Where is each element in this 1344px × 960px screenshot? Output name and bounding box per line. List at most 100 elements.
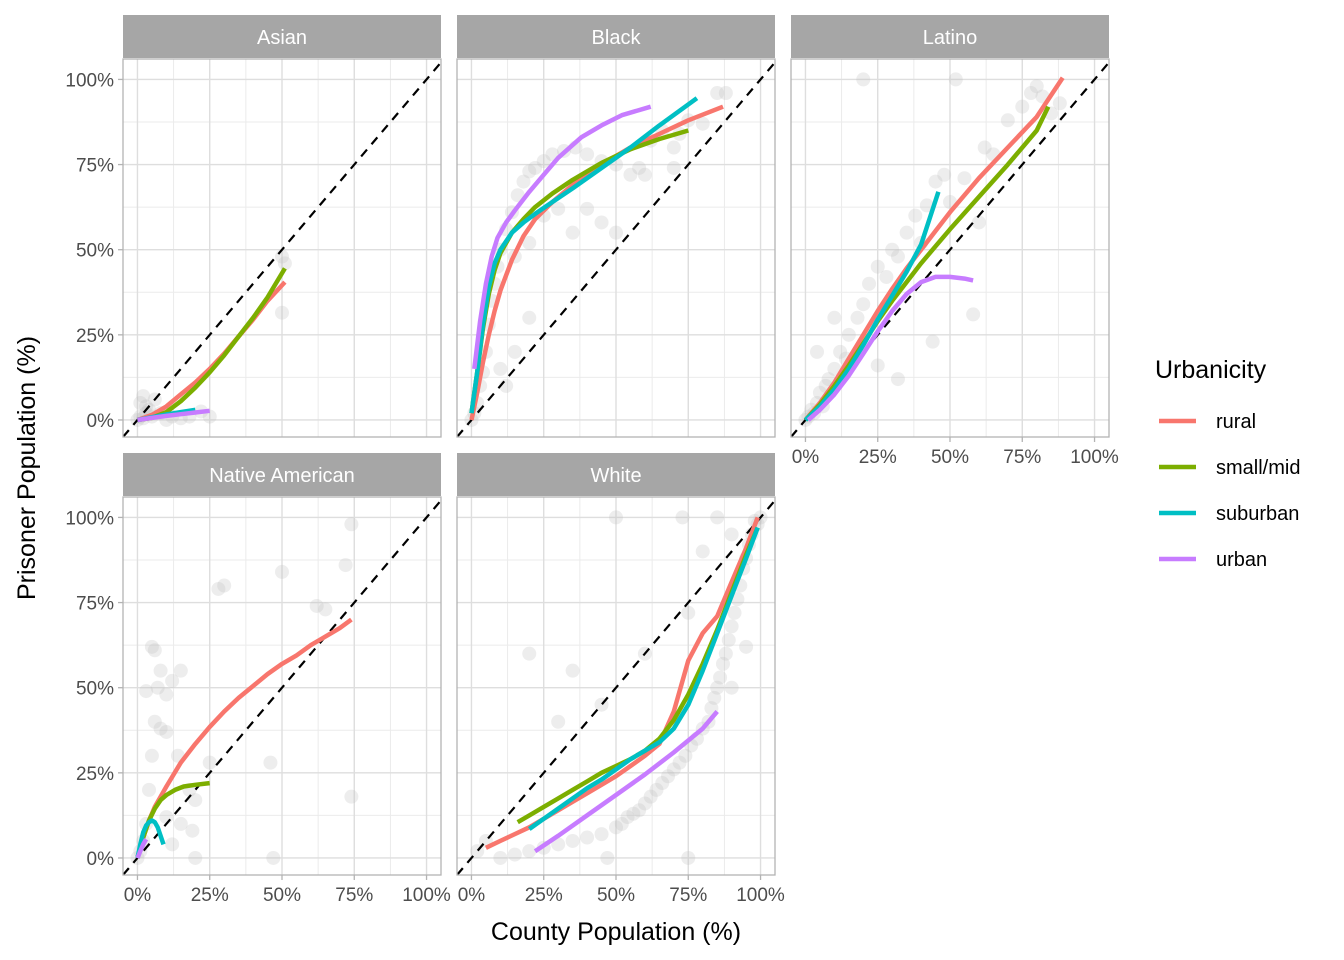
data-point <box>522 844 537 859</box>
data-point <box>150 680 165 695</box>
x-tick-label: 50% <box>263 885 301 906</box>
data-point <box>565 225 580 240</box>
data-point <box>675 510 690 525</box>
legend-label: small/mid <box>1216 457 1300 479</box>
y-tick-label: 75% <box>76 156 114 177</box>
x-tick-label: 100% <box>402 885 451 906</box>
smooth-line-suburban <box>135 818 166 859</box>
data-point <box>724 619 739 634</box>
data-point <box>1015 99 1030 114</box>
data-point <box>899 225 914 240</box>
data-point <box>681 850 696 865</box>
data-point <box>159 810 174 825</box>
x-tick-label: 25% <box>525 885 563 906</box>
x-tick-label: 0% <box>124 885 152 906</box>
x-tick-label: 50% <box>597 885 635 906</box>
y-tick-label: 50% <box>76 241 114 262</box>
data-point <box>188 850 203 865</box>
data-point <box>695 116 710 131</box>
data-point <box>666 160 681 175</box>
x-tick-label: 75% <box>669 885 707 906</box>
data-point <box>850 310 865 325</box>
data-point <box>614 816 629 831</box>
x-tick-label: 100% <box>1070 447 1119 468</box>
data-point <box>159 724 174 739</box>
data-point <box>139 399 154 414</box>
data-point <box>493 361 508 376</box>
panels-layer: Asian 0% 25% 50% 75% 100% Black Latino 0% 25% 50% 7… <box>65 15 1119 906</box>
data-point <box>493 850 508 865</box>
data-point <box>841 327 856 342</box>
data-point <box>870 259 885 274</box>
data-point <box>266 850 281 865</box>
data-point <box>507 847 522 862</box>
data-point <box>623 167 638 182</box>
data-point <box>277 256 292 271</box>
smooth-line-suburban <box>527 526 760 831</box>
data-point <box>580 830 595 845</box>
plot-area <box>123 59 441 437</box>
data-point <box>536 154 551 169</box>
data-point <box>718 86 733 101</box>
data-point <box>870 358 885 373</box>
y-tick-label: 0% <box>87 849 115 870</box>
data-point <box>715 656 730 671</box>
x-tick-label: 0% <box>458 885 486 906</box>
x-tick-label: 100% <box>736 885 785 906</box>
data-point <box>580 201 595 216</box>
data-point <box>522 164 537 179</box>
facet-strip-label: White <box>590 465 641 487</box>
data-point <box>724 527 739 542</box>
data-point <box>165 673 180 688</box>
data-point <box>309 598 324 613</box>
data-point <box>695 544 710 559</box>
data-point <box>565 663 580 678</box>
panel-border <box>456 58 776 438</box>
facet-panel-asian: Asian 0% 25% 50% 75% 100% <box>65 15 442 438</box>
facet-strip <box>123 15 441 58</box>
data-point <box>643 789 658 804</box>
data-point <box>890 372 905 387</box>
data-point <box>713 670 728 685</box>
data-point <box>724 680 739 695</box>
data-point <box>136 389 151 404</box>
data-point <box>919 198 934 213</box>
data-point <box>678 748 693 763</box>
data-point <box>551 837 566 852</box>
plot-area <box>791 59 1109 437</box>
y-tick-label: 0% <box>87 411 115 432</box>
data-point <box>133 395 148 410</box>
identity-reference-line <box>457 498 775 875</box>
data-point <box>318 602 333 617</box>
smooth-line-suburban <box>469 96 699 414</box>
data-point <box>856 72 871 87</box>
identity-reference-line <box>123 60 441 437</box>
data-point <box>632 160 647 175</box>
data-point <box>147 643 162 658</box>
data-point <box>908 208 923 223</box>
data-point <box>173 663 188 678</box>
x-tick-label: 75% <box>1003 447 1041 468</box>
data-point <box>957 171 972 186</box>
facet-panel-latino: Latino 0% 25% 50% 75% 100% <box>790 15 1119 468</box>
data-point <box>202 755 217 770</box>
data-point <box>1052 96 1067 111</box>
data-point <box>522 646 537 661</box>
smooth-line-urban <box>137 408 210 423</box>
data-point <box>710 86 725 101</box>
data-point <box>856 297 871 312</box>
legend: Urbanicity rural small/mid suburban urban <box>1155 356 1300 571</box>
facet-strip-label: Asian <box>257 27 307 49</box>
x-tick-label: 75% <box>335 885 373 906</box>
facet-panel-native-american: Native American 0% 25% 50% 75% 100% 0% 25% 50% 75… <box>65 453 451 906</box>
smooth-line-rural <box>469 104 724 421</box>
data-point <box>344 789 359 804</box>
data-point <box>649 782 664 797</box>
data-point <box>672 755 687 770</box>
legend-title: Urbanicity <box>1155 356 1267 384</box>
data-point <box>565 833 580 848</box>
data-point <box>661 769 676 784</box>
data-point <box>707 690 722 705</box>
facet-panel-black: Black <box>456 15 776 438</box>
